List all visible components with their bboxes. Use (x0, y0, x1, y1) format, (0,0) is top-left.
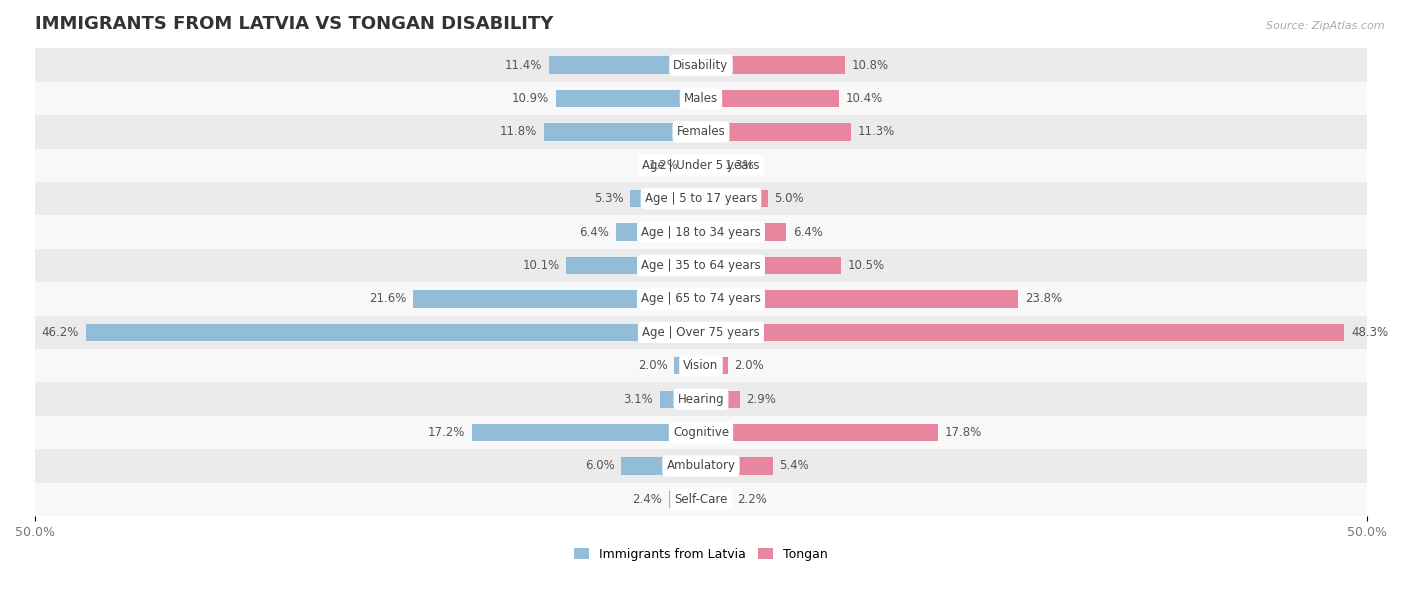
Text: 21.6%: 21.6% (370, 293, 406, 305)
Text: Self-Care: Self-Care (675, 493, 728, 506)
Bar (550, 56, 702, 74)
Text: 5.3%: 5.3% (595, 192, 624, 205)
Bar (35, 115, 1367, 149)
Legend: Immigrants from Latvia, Tongan: Immigrants from Latvia, Tongan (569, 543, 832, 566)
Bar (702, 357, 728, 375)
Bar (413, 290, 702, 308)
Bar (555, 90, 702, 107)
Bar (702, 390, 740, 408)
Text: 17.8%: 17.8% (945, 426, 981, 439)
Bar (35, 349, 1367, 382)
Bar (702, 56, 845, 74)
Text: Disability: Disability (673, 59, 728, 72)
Bar (675, 357, 702, 375)
Text: 23.8%: 23.8% (1025, 293, 1062, 305)
Text: Source: ZipAtlas.com: Source: ZipAtlas.com (1267, 21, 1385, 31)
Bar (702, 290, 1018, 308)
Bar (669, 491, 702, 508)
Text: 46.2%: 46.2% (42, 326, 79, 339)
Bar (702, 157, 718, 174)
Bar (35, 282, 1367, 316)
Bar (86, 324, 702, 341)
Bar (544, 123, 702, 141)
Bar (702, 457, 773, 475)
Text: 17.2%: 17.2% (427, 426, 465, 439)
Bar (35, 483, 1367, 516)
Bar (35, 48, 1367, 82)
Bar (472, 424, 702, 441)
Bar (567, 257, 702, 274)
Text: Age | 65 to 74 years: Age | 65 to 74 years (641, 293, 761, 305)
Text: Females: Females (676, 125, 725, 138)
Text: 10.5%: 10.5% (848, 259, 884, 272)
Bar (702, 190, 768, 207)
Text: Age | 18 to 34 years: Age | 18 to 34 years (641, 226, 761, 239)
Text: 2.0%: 2.0% (734, 359, 763, 372)
Bar (35, 149, 1367, 182)
Bar (35, 182, 1367, 215)
Bar (35, 382, 1367, 416)
Bar (702, 223, 786, 241)
Text: 1.2%: 1.2% (648, 159, 678, 172)
Text: 48.3%: 48.3% (1351, 326, 1388, 339)
Text: 5.4%: 5.4% (779, 460, 810, 472)
Text: Age | Over 75 years: Age | Over 75 years (643, 326, 759, 339)
Bar (35, 316, 1367, 349)
Bar (702, 90, 839, 107)
Text: 2.4%: 2.4% (633, 493, 662, 506)
Text: 1.3%: 1.3% (725, 159, 755, 172)
Text: 6.4%: 6.4% (793, 226, 823, 239)
Text: 6.4%: 6.4% (579, 226, 609, 239)
Text: Age | 5 to 17 years: Age | 5 to 17 years (645, 192, 758, 205)
Bar (702, 257, 841, 274)
Bar (702, 491, 730, 508)
Bar (659, 390, 702, 408)
Text: 10.9%: 10.9% (512, 92, 550, 105)
Text: 10.1%: 10.1% (523, 259, 560, 272)
Bar (702, 324, 1344, 341)
Bar (702, 123, 852, 141)
Text: 3.1%: 3.1% (623, 393, 652, 406)
Text: 2.9%: 2.9% (747, 393, 776, 406)
Text: 10.4%: 10.4% (846, 92, 883, 105)
Bar (630, 190, 702, 207)
Text: Vision: Vision (683, 359, 718, 372)
Text: 5.0%: 5.0% (775, 192, 804, 205)
Bar (35, 449, 1367, 483)
Bar (35, 249, 1367, 282)
Bar (685, 157, 702, 174)
Bar (35, 215, 1367, 249)
Text: 6.0%: 6.0% (585, 460, 614, 472)
Text: Hearing: Hearing (678, 393, 724, 406)
Text: 2.2%: 2.2% (737, 493, 766, 506)
Text: 2.0%: 2.0% (638, 359, 668, 372)
Bar (621, 457, 702, 475)
Text: IMMIGRANTS FROM LATVIA VS TONGAN DISABILITY: IMMIGRANTS FROM LATVIA VS TONGAN DISABIL… (35, 15, 554, 33)
Bar (35, 416, 1367, 449)
Bar (35, 82, 1367, 115)
Text: Cognitive: Cognitive (673, 426, 730, 439)
Bar (702, 424, 938, 441)
Text: 11.8%: 11.8% (501, 125, 537, 138)
Text: Age | 35 to 64 years: Age | 35 to 64 years (641, 259, 761, 272)
Bar (616, 223, 702, 241)
Text: 10.8%: 10.8% (852, 59, 889, 72)
Text: Males: Males (683, 92, 718, 105)
Text: 11.3%: 11.3% (858, 125, 896, 138)
Text: Age | Under 5 years: Age | Under 5 years (643, 159, 759, 172)
Text: Ambulatory: Ambulatory (666, 460, 735, 472)
Text: 11.4%: 11.4% (505, 59, 543, 72)
